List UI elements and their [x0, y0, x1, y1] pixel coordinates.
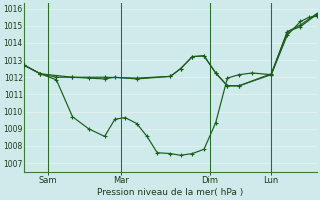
X-axis label: Pression niveau de la mer( hPa ): Pression niveau de la mer( hPa ) — [97, 188, 244, 197]
